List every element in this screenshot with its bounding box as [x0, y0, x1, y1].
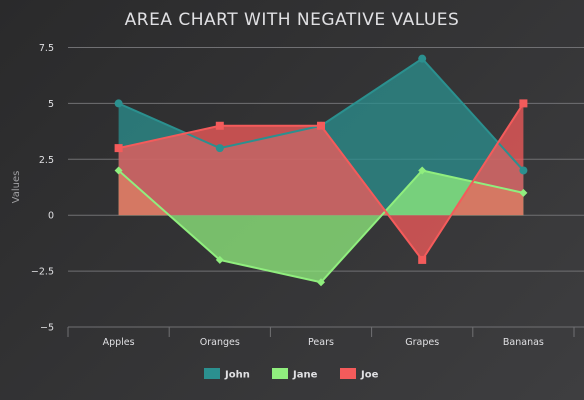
- legend-item-joe[interactable]: Joe: [340, 368, 379, 381]
- y-tick-label: −2.5: [31, 267, 54, 278]
- legend-item-jane[interactable]: Jane: [272, 368, 318, 381]
- y-axis-title: Values: [11, 171, 22, 204]
- y-tick-label: 7.5: [39, 43, 54, 54]
- y-tick-label: −5: [40, 323, 54, 334]
- legend-item-john[interactable]: John: [204, 368, 250, 381]
- data-point-jane[interactable]: Jane: -2: [215, 255, 224, 264]
- area-jane: [118, 170, 524, 283]
- series-markers: John: 5John: 3John: 4John: 7John: 2Jane:…: [114, 54, 528, 287]
- data-point-jane[interactable]: Jane: 1: [519, 188, 528, 197]
- series-areas: [118, 58, 524, 283]
- data-point-jane[interactable]: Jane: 2: [114, 166, 123, 175]
- x-tick-label: Pears: [308, 337, 334, 348]
- data-point-jane[interactable]: Jane: 2: [418, 166, 427, 175]
- x-tick-label: Grapes: [405, 337, 439, 348]
- x-tick-label: Apples: [103, 337, 135, 348]
- legend-label: John: [224, 370, 250, 381]
- data-point-john[interactable]: John: 3: [215, 144, 224, 153]
- data-point-jane[interactable]: Jane: -3: [317, 278, 325, 287]
- y-tick-label: 5: [48, 99, 54, 110]
- legend-swatch: [204, 368, 220, 379]
- legend-label: Jane: [292, 370, 318, 381]
- area-joe: [118, 103, 524, 260]
- legend-label: Joe: [360, 370, 379, 381]
- x-axis: Apples Oranges Pears Grapes Bananas: [67, 326, 584, 348]
- data-point-joe[interactable]: Joe: -2: [418, 255, 427, 264]
- data-point-john[interactable]: John: 2: [519, 166, 528, 175]
- legend-swatch: [272, 368, 288, 379]
- data-point-john[interactable]: John: 5: [114, 99, 123, 108]
- data-point-john[interactable]: John: 7: [418, 54, 427, 63]
- chart-title: AREA CHART WITH NEGATIVE VALUES: [125, 10, 460, 30]
- x-tick-label: Oranges: [200, 337, 240, 348]
- y-axis-ticks: −5 −2.5 0 2.5 5 7.5: [31, 43, 54, 334]
- data-point-joe[interactable]: Joe: 5: [519, 99, 528, 108]
- legend: John Jane Joe: [204, 368, 379, 381]
- data-point-joe[interactable]: Joe: 4: [215, 121, 224, 130]
- y-tick-label: 0: [48, 211, 54, 222]
- x-tick-label: Bananas: [503, 337, 544, 348]
- y-tick-label: 2.5: [39, 155, 54, 166]
- data-point-joe[interactable]: Joe: 3: [114, 144, 123, 153]
- data-point-joe[interactable]: Joe: 4: [317, 121, 325, 130]
- legend-swatch: [340, 368, 356, 379]
